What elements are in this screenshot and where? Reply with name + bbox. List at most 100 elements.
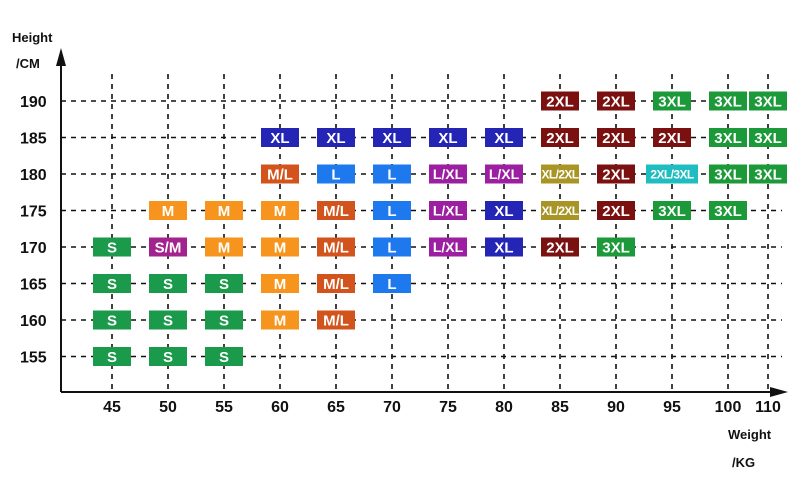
axes [56,48,788,397]
size-cell: L [373,274,411,293]
size-cell-label: 2XL [602,130,630,147]
size-cell-box [205,201,243,220]
size-cell-label: M/L [323,239,349,256]
x-tick-label: 55 [215,399,233,416]
size-cell: 2XL [597,164,635,184]
size-cell-box [485,201,523,220]
size-cell: 3XL [709,201,747,220]
size-cell-box [149,237,187,257]
size-cell: M [261,201,299,220]
size-cell-label: 2XL [546,239,574,256]
size-cell-label: L [331,166,340,183]
size-cell: S [149,347,187,366]
size-cell: L [373,201,411,220]
size-cell-label: S [219,349,229,366]
size-cell-box [317,274,355,293]
size-cell: XL [317,128,355,147]
size-cell-label: M [162,203,175,220]
size-cell-box [429,237,467,257]
size-cell-box [541,91,579,111]
size-cell: 3XL [597,237,635,257]
size-cell-label: S [107,276,117,293]
size-cell-box [541,201,579,220]
y-tick-label: 190 [20,94,47,111]
size-cell-box [749,91,787,111]
size-cell-box [205,237,243,257]
size-cell-label: L [387,276,396,293]
y-tick-label: 185 [20,131,47,148]
size-cell: XL/2XL [541,201,579,220]
size-cell-box [597,201,635,220]
size-cell-box [149,274,187,293]
size-cell-label: S [219,312,229,329]
x-tick-label: 65 [327,399,345,416]
size-cell: 2XL [541,128,579,147]
size-cell: 2XL [653,128,691,147]
size-cell: XL [429,128,467,147]
size-cell-label: 3XL [714,166,742,183]
size-cell-box [317,237,355,257]
size-cell: S [205,347,243,366]
size-cell-label: S [163,349,173,366]
y-axis-title: Height [12,30,53,45]
size-cell-box [597,128,635,147]
size-cell: S/M [149,237,187,257]
size-cell-label: L/XL [433,166,464,182]
size-cell: XL [485,237,523,257]
size-cell-box [149,310,187,330]
x-tick-label: 110 [755,399,781,416]
size-cell-box [317,164,355,184]
size-cell-box [597,237,635,257]
y-tick-label: 160 [20,313,47,330]
size-cell-label: 3XL [714,203,742,220]
size-cell-box [429,164,467,184]
size-cell-box [749,164,787,184]
y-axis-arrow [56,48,66,66]
size-cell: 2XL [541,91,579,111]
x-tick-label: 85 [551,399,569,416]
grid-lines [61,74,782,392]
size-cell: M/L [317,310,355,330]
size-cell: L/XL [429,164,467,184]
size-cell-box [709,201,747,220]
size-cell: S [149,310,187,330]
size-cell: 3XL [749,164,787,184]
size-cell-box [597,164,635,184]
size-cell: M [205,201,243,220]
size-cell-box [373,274,411,293]
size-cell: M/L [261,164,299,184]
size-cell-label: XL [494,239,513,256]
size-cell: 3XL [653,201,691,220]
size-cell-box [541,164,579,184]
size-cell-box [205,347,243,366]
size-cell-label: L/XL [489,166,520,182]
size-cell-label: M [274,239,287,256]
size-cell-label: S/M [155,239,182,256]
size-cell-label: XL/2XL [541,204,578,218]
size-cell-box [261,274,299,293]
size-cell-box [709,164,747,184]
y-tick-label: 170 [20,240,47,257]
size-cell-label: S [107,239,117,256]
size-cell-box [429,128,467,147]
size-cell-box [597,91,635,111]
size-cell-box [261,164,299,184]
size-cell-box [93,237,131,257]
size-cell-label: 3XL [754,166,782,183]
size-cell: 3XL [749,128,787,147]
size-cell-label: L/XL [433,239,464,255]
size-cell-label: S [219,276,229,293]
size-cell: 2XL [597,128,635,147]
size-cell-label: XL [494,203,513,220]
size-cell-label: S [163,276,173,293]
x-tick-label: 95 [663,399,681,416]
size-cell-label: M [274,276,287,293]
size-cell-box [709,91,747,111]
size-cells: S S S S M S/M S S S M M S S S XL M/L M M M M XL L M/L M/L M/L M/L… [93,91,787,366]
size-cell-box [429,201,467,220]
size-cell: XL [485,128,523,147]
size-cell-label: XL [438,130,457,147]
size-cell: XL [261,128,299,147]
size-cell-label: L [387,166,396,183]
